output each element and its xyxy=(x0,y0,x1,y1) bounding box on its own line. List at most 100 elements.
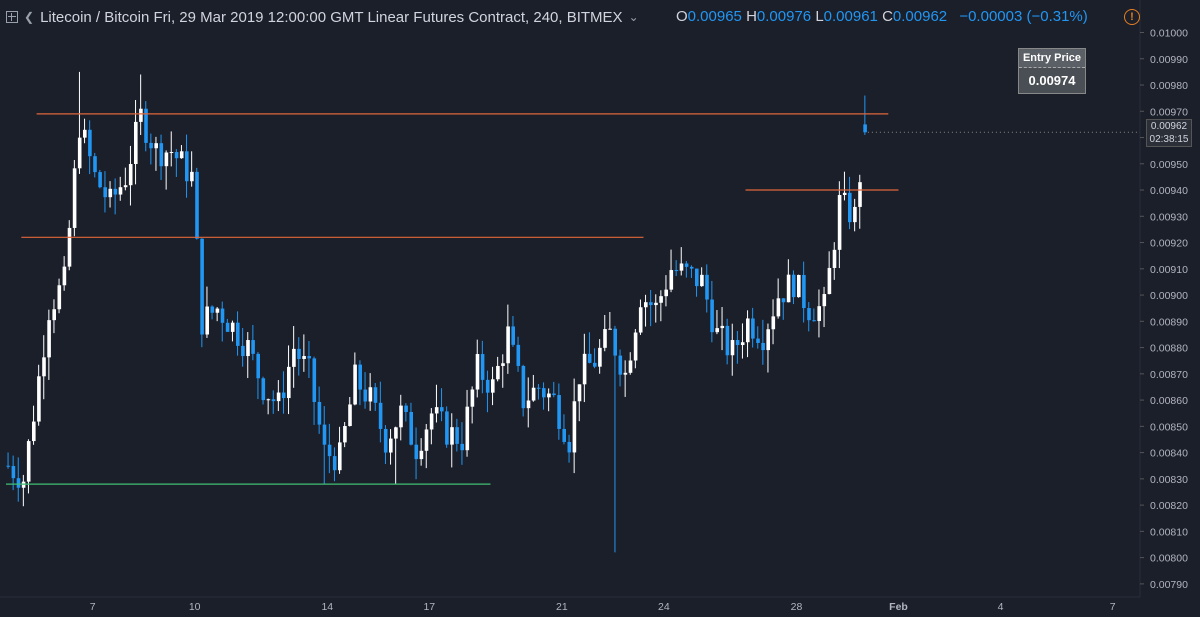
candle-body xyxy=(77,137,82,169)
high-value: 0.00976 xyxy=(756,8,812,25)
chevron-down-icon[interactable]: ⌄ xyxy=(628,10,639,24)
candle-body xyxy=(506,326,510,364)
candle-body xyxy=(338,442,342,471)
candle-body xyxy=(608,328,612,330)
candle-body xyxy=(57,285,62,310)
candle-body xyxy=(220,308,225,323)
candle-body xyxy=(669,270,674,290)
candle-body xyxy=(327,444,332,457)
y-tick-label: 0.00870 xyxy=(1150,369,1188,381)
y-tick-label: 0.01000 xyxy=(1150,28,1188,40)
countdown-timer: 02:38:15 xyxy=(1149,134,1189,145)
candle-body xyxy=(32,421,36,442)
candle-body xyxy=(373,387,378,403)
candle-body xyxy=(562,428,566,442)
close-label: C xyxy=(882,8,893,25)
candle-body xyxy=(353,364,357,405)
candle-body xyxy=(368,387,373,402)
candle-body xyxy=(179,151,184,159)
entry-price-title: Entry Price xyxy=(1019,49,1085,68)
candle-body xyxy=(491,379,495,393)
candle-body xyxy=(664,289,668,297)
candle-body xyxy=(424,429,429,451)
candle-body xyxy=(174,152,179,159)
chart-header: ❮ Litecoin / Bitcoin Fri, 29 Mar 2019 12… xyxy=(0,0,1146,34)
candle-body xyxy=(256,353,260,379)
candle-body xyxy=(434,407,439,414)
candle-body xyxy=(751,318,755,339)
candle-body xyxy=(531,387,536,401)
candle-body xyxy=(848,192,852,223)
candle-body xyxy=(297,348,301,359)
candle-body xyxy=(236,322,240,346)
y-tick-label: 0.00820 xyxy=(1150,500,1188,512)
candle-body xyxy=(93,156,97,173)
candle-body xyxy=(169,152,174,154)
candle-body xyxy=(480,354,485,380)
x-tick-label: 10 xyxy=(189,601,201,613)
x-tick-label: 4 xyxy=(998,601,1004,613)
x-tick-label: 28 xyxy=(791,601,803,613)
candle-body xyxy=(394,427,398,439)
candle-body xyxy=(837,195,842,250)
candle-body xyxy=(154,143,158,149)
candle-body xyxy=(128,164,133,186)
candle-body xyxy=(185,151,189,182)
last-price-tag: 0.00962 02:38:15 xyxy=(1146,119,1192,147)
candle-body xyxy=(521,365,526,409)
candle-body xyxy=(72,168,77,228)
expand-icon[interactable] xyxy=(6,11,18,23)
symbol-title[interactable]: Litecoin / Bitcoin Fri, 29 Mar 2019 12:0… xyxy=(40,8,623,26)
candle-body xyxy=(715,328,719,333)
candle-body xyxy=(83,129,87,138)
candle-body xyxy=(307,356,311,359)
warning-icon[interactable]: ! xyxy=(1124,9,1140,25)
y-tick-label: 0.00980 xyxy=(1150,80,1188,92)
y-tick-label: 0.00790 xyxy=(1150,579,1188,591)
candle-body xyxy=(536,387,541,389)
candle-body xyxy=(786,274,791,303)
candle-body xyxy=(332,456,337,471)
collapse-icon[interactable]: ❮ xyxy=(24,10,35,24)
candle-body xyxy=(827,267,832,295)
candle-body xyxy=(429,413,434,430)
candle-body xyxy=(766,329,770,351)
candle-body xyxy=(389,438,393,453)
y-tick-label: 0.00850 xyxy=(1150,421,1188,433)
y-tick-label: 0.00810 xyxy=(1150,526,1188,538)
y-tick-label: 0.00800 xyxy=(1150,553,1188,565)
candle-body xyxy=(781,298,786,303)
y-tick-label: 0.00910 xyxy=(1150,264,1188,276)
candle-body xyxy=(470,389,475,407)
candle-body xyxy=(577,384,582,402)
candle-body xyxy=(812,320,816,322)
candle-body xyxy=(123,185,128,188)
candle-body xyxy=(271,399,276,402)
candle-body xyxy=(47,320,51,358)
candle-body xyxy=(746,318,750,343)
candle-body xyxy=(720,325,725,329)
y-tick-label: 0.00930 xyxy=(1150,211,1188,223)
y-tick-label: 0.00840 xyxy=(1150,448,1188,460)
candle-body xyxy=(735,340,740,346)
candle-body xyxy=(475,354,480,390)
x-tick-label: 24 xyxy=(658,601,670,613)
candle-body xyxy=(807,308,811,321)
candle-body xyxy=(98,172,102,188)
y-tick-label: 0.00920 xyxy=(1150,238,1188,250)
candle-body xyxy=(149,142,153,149)
candle-body xyxy=(623,372,628,375)
candle-body xyxy=(113,188,118,195)
candle-body xyxy=(404,405,408,412)
candle-body xyxy=(633,332,638,361)
candle-body xyxy=(552,393,556,396)
candle-body xyxy=(200,238,204,335)
candle-body xyxy=(134,121,138,165)
candle-body xyxy=(730,340,735,356)
candle-body xyxy=(526,400,531,409)
candle-body xyxy=(287,366,291,399)
candle-body xyxy=(16,478,21,488)
candle-body xyxy=(21,481,26,488)
